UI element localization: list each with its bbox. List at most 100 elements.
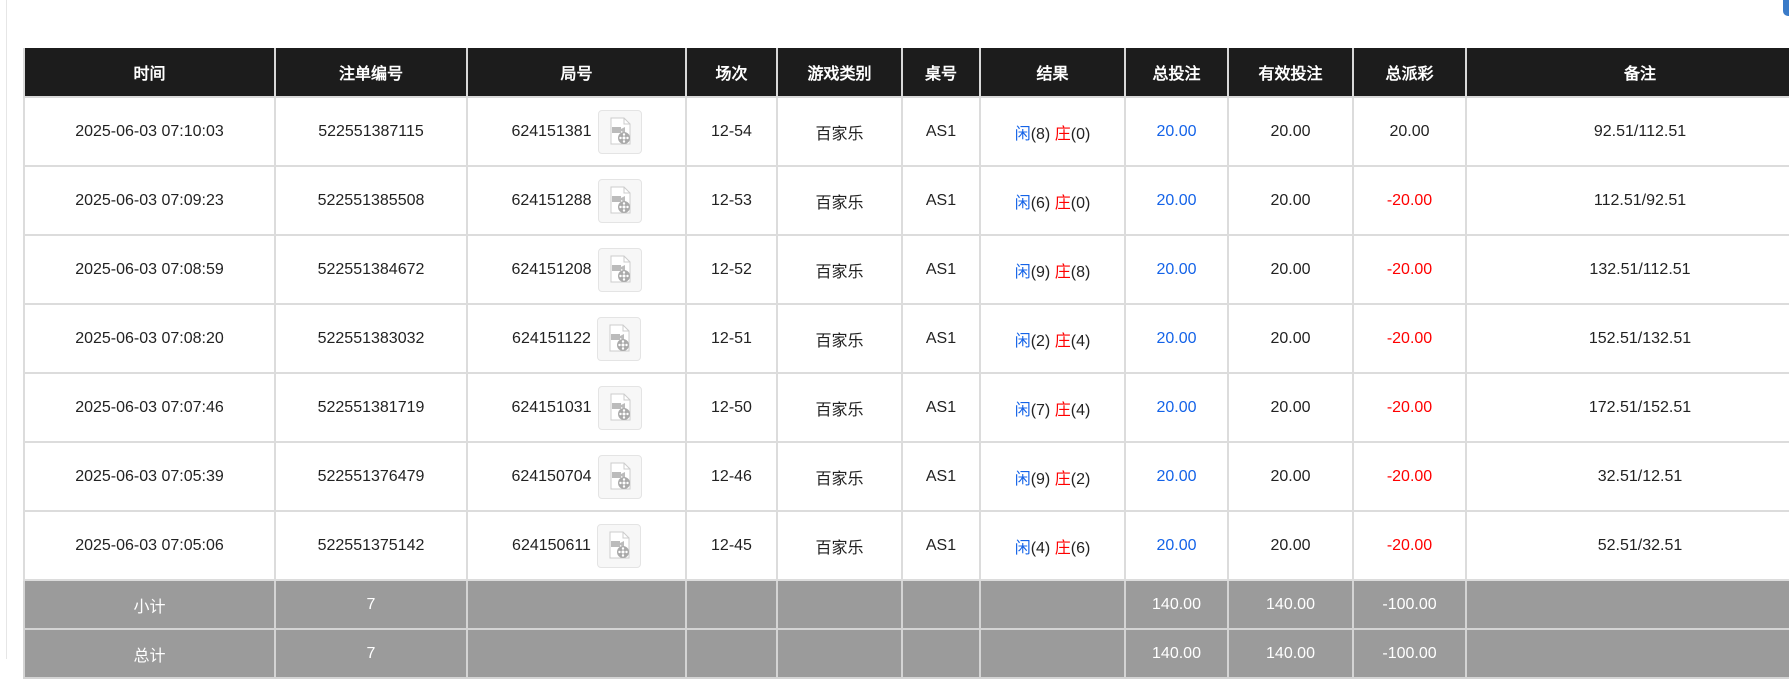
payout-cell: -20.00 <box>1352 234 1467 305</box>
round-number: 624151122 <box>512 329 591 347</box>
video-file-icon <box>609 324 630 351</box>
valid-bet-cell: 20.00 <box>1227 303 1354 374</box>
bet-id-cell: 522551375142 <box>274 510 468 581</box>
page-left-border <box>6 0 7 659</box>
empty-cell <box>901 628 981 679</box>
round-cell: 624151122 <box>466 303 687 374</box>
session-cell: 12-53 <box>685 165 778 236</box>
column-header-session: 场次 <box>685 48 778 98</box>
game-type-cell: 百家乐 <box>776 234 903 305</box>
video-replay-button[interactable] <box>597 385 642 430</box>
valid-bet-cell: 20.00 <box>1227 372 1354 443</box>
table-no-cell: AS1 <box>901 441 981 512</box>
total-bet-cell: 20.00 <box>1124 441 1229 512</box>
banker-score: (6) <box>1070 539 1091 557</box>
table-header-row: 时间 注单编号 局号 场次 游戏类别 桌号 结果 总投注 有效投注 总派彩 备注 <box>23 48 1789 98</box>
result-cell: 闲(2) 庄(4) <box>979 303 1126 374</box>
note-cell: 52.51/32.51 <box>1465 510 1789 581</box>
banker-label: 庄 <box>1054 332 1071 350</box>
subtotal-row: 小计 7 140.00 140.00 -100.00 <box>23 579 1789 630</box>
table-row: 2025-06-03 07:07:46 522551381719 624151031… <box>23 372 1789 443</box>
table-row: 2025-06-03 07:05:39 522551376479 624150704… <box>23 441 1789 512</box>
round-cell: 624151208 <box>466 234 687 305</box>
banker-label: 庄 <box>1054 263 1071 281</box>
empty-cell <box>466 579 687 630</box>
column-header-valid-bet: 有效投注 <box>1227 48 1354 98</box>
valid-bet-cell: 20.00 <box>1227 234 1354 305</box>
banker-score: (0) <box>1070 125 1091 143</box>
time-cell: 2025-06-03 07:09:23 <box>23 165 276 236</box>
video-file-icon <box>609 531 630 558</box>
table-row: 2025-06-03 07:08:20 522551383032 624151122… <box>23 303 1789 374</box>
total-bet-cell: 20.00 <box>1124 165 1229 236</box>
column-header-bet-id: 注单编号 <box>274 48 468 98</box>
banker-label: 庄 <box>1054 539 1071 557</box>
note-cell: 112.51/92.51 <box>1465 165 1789 236</box>
result-cell: 闲(7) 庄(4) <box>979 372 1126 443</box>
note-cell: 92.51/112.51 <box>1465 96 1789 167</box>
player-label: 闲 <box>1014 470 1031 488</box>
player-label: 闲 <box>1014 263 1031 281</box>
empty-cell <box>466 628 687 679</box>
column-header-total-bet: 总投注 <box>1124 48 1229 98</box>
game-type-cell: 百家乐 <box>776 441 903 512</box>
table-no-cell: AS1 <box>901 165 981 236</box>
table-no-cell: AS1 <box>901 96 981 167</box>
total-bet-cell: 20.00 <box>1124 96 1229 167</box>
game-type-cell: 百家乐 <box>776 510 903 581</box>
payout-cell: -20.00 <box>1352 510 1467 581</box>
round-cell: 624151288 <box>466 165 687 236</box>
empty-cell <box>901 579 981 630</box>
round-number: 624151208 <box>511 260 592 278</box>
empty-cell <box>685 628 778 679</box>
video-replay-button[interactable] <box>597 109 642 154</box>
video-file-icon <box>610 393 631 420</box>
summary-count: 7 <box>274 628 468 679</box>
video-file-icon <box>610 255 631 282</box>
game-type-cell: 百家乐 <box>776 165 903 236</box>
player-label: 闲 <box>1014 332 1031 350</box>
bet-id-cell: 522551381719 <box>274 372 468 443</box>
session-cell: 12-46 <box>685 441 778 512</box>
table-no-cell: AS1 <box>901 510 981 581</box>
summary-total-bet: 140.00 <box>1124 628 1229 679</box>
time-cell: 2025-06-03 07:08:20 <box>23 303 276 374</box>
empty-cell <box>1465 628 1789 679</box>
column-header-total-payout: 总派彩 <box>1352 48 1467 98</box>
result-cell: 闲(8) 庄(0) <box>979 96 1126 167</box>
round-number: 624151031 <box>511 398 592 416</box>
video-replay-button[interactable] <box>597 178 642 223</box>
summary-label: 总计 <box>23 628 276 679</box>
video-replay-button[interactable] <box>596 316 641 361</box>
video-replay-button[interactable] <box>597 247 642 292</box>
round-cell: 624151031 <box>466 372 687 443</box>
video-replay-button[interactable] <box>597 454 642 499</box>
result-cell: 闲(9) 庄(2) <box>979 441 1126 512</box>
player-score: (7) <box>1030 401 1051 419</box>
player-label: 闲 <box>1014 401 1031 419</box>
game-type-cell: 百家乐 <box>776 372 903 443</box>
total-row: 总计 7 140.00 140.00 -100.00 <box>23 628 1789 679</box>
banker-label: 庄 <box>1054 194 1071 212</box>
table-no-cell: AS1 <box>901 372 981 443</box>
summary-total-bet: 140.00 <box>1124 579 1229 630</box>
banker-score: (8) <box>1070 263 1091 281</box>
time-cell: 2025-06-03 07:07:46 <box>23 372 276 443</box>
game-type-cell: 百家乐 <box>776 303 903 374</box>
column-header-game-type: 游戏类别 <box>776 48 903 98</box>
session-cell: 12-52 <box>685 234 778 305</box>
valid-bet-cell: 20.00 <box>1227 165 1354 236</box>
round-number: 624151381 <box>511 122 592 140</box>
result-cell: 闲(9) 庄(8) <box>979 234 1126 305</box>
bet-records-table: 时间 注单编号 局号 场次 游戏类别 桌号 结果 总投注 有效投注 总派彩 备注 2025-06-0… <box>23 48 1789 679</box>
corner-button[interactable] <box>1783 0 1789 16</box>
time-cell: 2025-06-03 07:05:39 <box>23 441 276 512</box>
summary-count: 7 <box>274 579 468 630</box>
summary-payout: -100.00 <box>1352 628 1467 679</box>
total-bet-cell: 20.00 <box>1124 234 1229 305</box>
note-cell: 152.51/132.51 <box>1465 303 1789 374</box>
payout-cell: -20.00 <box>1352 165 1467 236</box>
empty-cell <box>1465 579 1789 630</box>
result-cell: 闲(6) 庄(0) <box>979 165 1126 236</box>
video-replay-button[interactable] <box>596 523 641 568</box>
